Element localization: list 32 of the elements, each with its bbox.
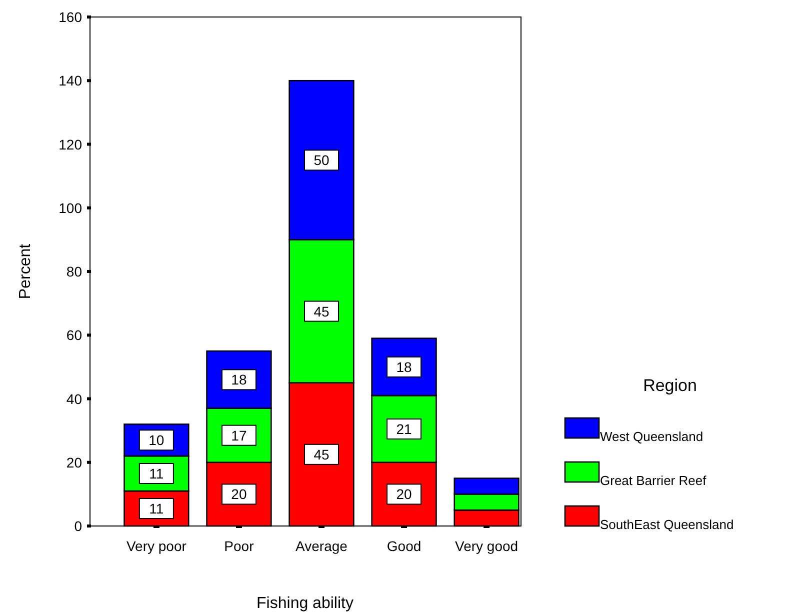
data-label: 10 xyxy=(148,432,164,448)
data-label: 21 xyxy=(396,420,412,437)
x-axis-title: Fishing ability xyxy=(256,595,354,612)
y-tick-label: 120 xyxy=(58,136,82,152)
data-label: 45 xyxy=(314,446,330,462)
legend-label: West Queensland xyxy=(600,429,704,444)
x-tick-label: Poor xyxy=(224,538,254,554)
y-tick-label: 100 xyxy=(58,200,82,216)
data-label: 11 xyxy=(149,500,164,517)
legend-label: SouthEast Queensland xyxy=(600,517,734,532)
x-tick-label: Very poor xyxy=(126,538,187,554)
data-label: 11 xyxy=(149,466,164,482)
legend-title: Region xyxy=(643,376,697,395)
y-tick-label: 80 xyxy=(66,264,82,280)
data-label: 18 xyxy=(231,372,247,388)
x-tick-label: Average xyxy=(296,538,348,554)
data-label: 20 xyxy=(231,486,247,502)
data-label: 17 xyxy=(231,427,247,444)
y-tick-label: 160 xyxy=(58,9,82,25)
data-label: 18 xyxy=(396,358,412,375)
data-label: 20 xyxy=(396,486,412,502)
y-tick-label: 0 xyxy=(74,518,82,534)
legend-label: Great Barrier Reef xyxy=(600,473,707,488)
x-tick-label: Very good xyxy=(455,538,518,554)
y-tick-label: 60 xyxy=(66,327,82,344)
data-label: 50 xyxy=(314,152,330,168)
x-tick-label: Good xyxy=(386,538,422,554)
y-tick-label: 140 xyxy=(58,72,82,89)
y-axis-title: Percent xyxy=(17,243,34,300)
y-tick-label: 20 xyxy=(66,454,82,470)
data-label: 45 xyxy=(314,303,330,320)
y-tick-label: 40 xyxy=(66,390,82,407)
